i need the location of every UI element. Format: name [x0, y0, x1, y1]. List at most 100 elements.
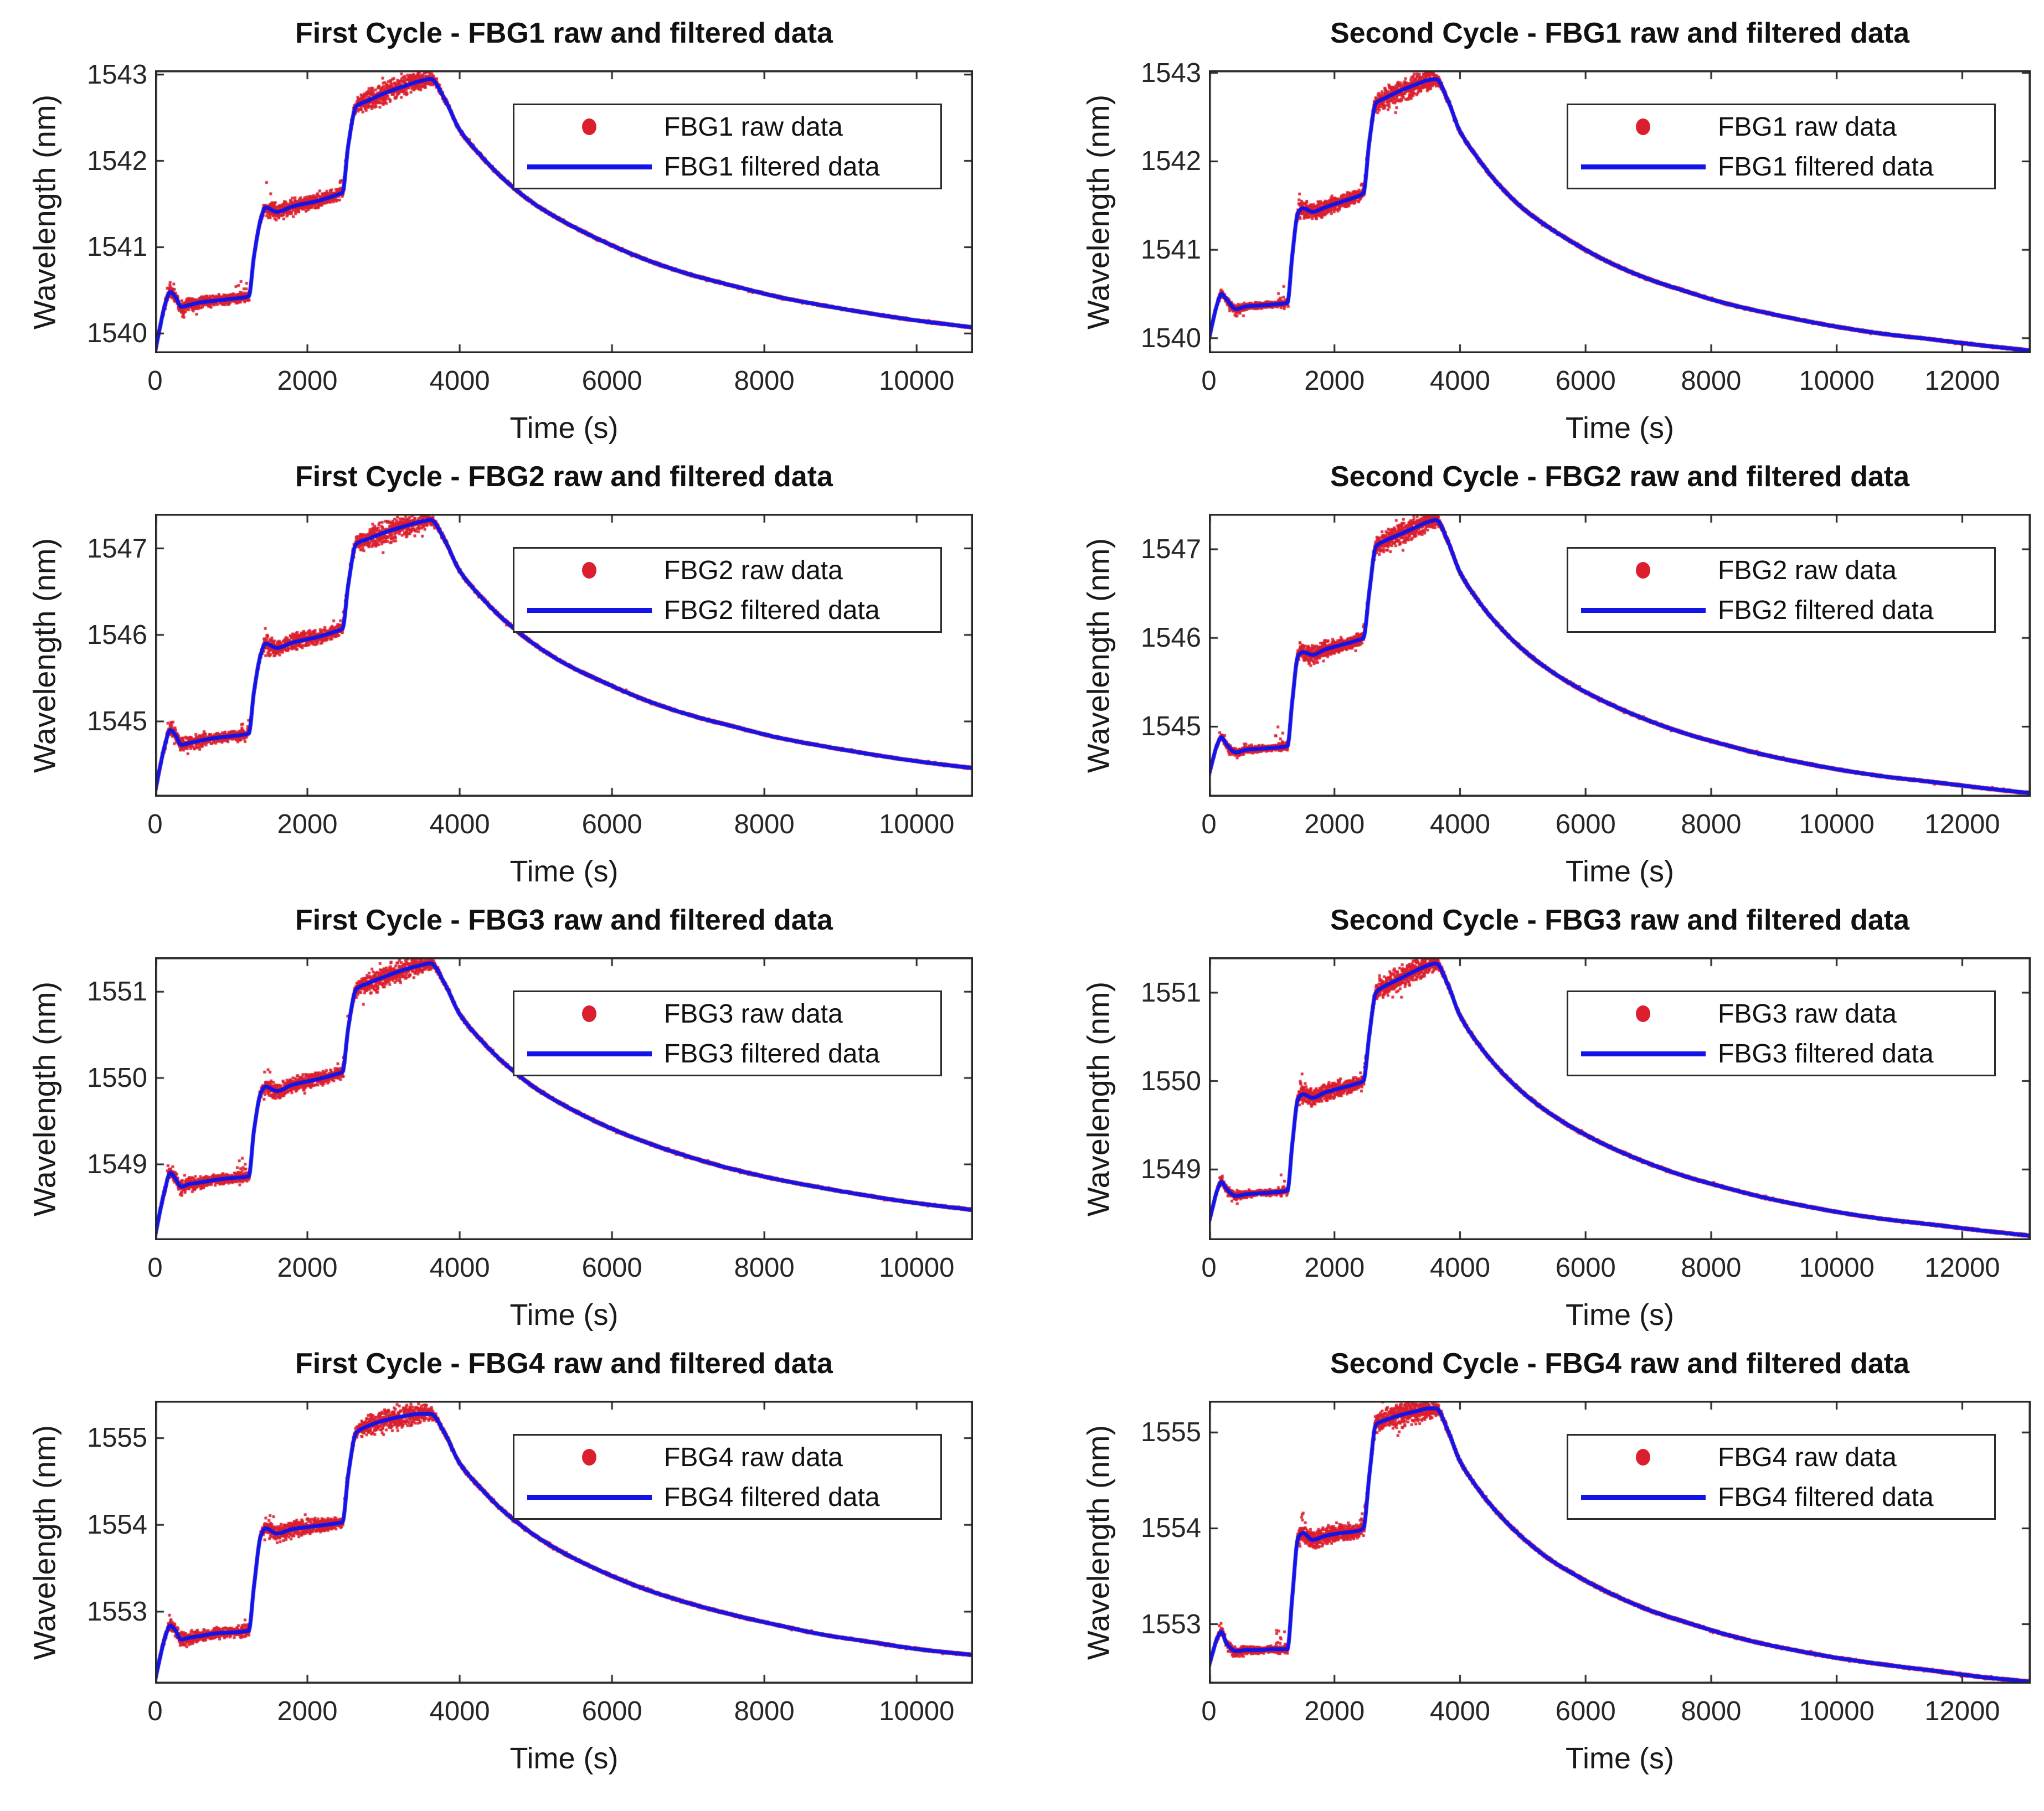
x-tick-label: 8000: [734, 366, 795, 396]
legend-item-filtered: FBG4 filtered data: [1568, 1479, 1994, 1515]
legend-filtered-label: FBG2 filtered data: [664, 595, 880, 625]
x-tick-label: 6000: [581, 1696, 642, 1726]
x-tick-label: 10000: [879, 1253, 955, 1283]
x-tick-label: 6000: [1555, 1696, 1616, 1726]
legend-filtered-label: FBG4 filtered data: [664, 1482, 880, 1512]
x-tick-label: 2000: [1304, 1696, 1365, 1726]
y-tick-label: 1543: [1140, 58, 1201, 88]
legend-raw-label: FBG3 raw data: [1718, 999, 1897, 1029]
y-tick-label: 1555: [86, 1423, 147, 1453]
legend-raw-label: FBG1 raw data: [664, 112, 843, 142]
legend-line-marker-icon: [1568, 164, 1718, 169]
raw-dot-icon: [1636, 562, 1650, 579]
legend-item-raw: FBG3 raw data: [1568, 995, 1994, 1032]
raw-dot-icon: [582, 118, 596, 135]
y-tick-label: 1554: [86, 1510, 147, 1540]
x-tick-label: 0: [1201, 1253, 1217, 1283]
legend-line-marker-icon: [1568, 607, 1718, 613]
legend-item-filtered: FBG4 filtered data: [514, 1479, 940, 1515]
legend-item-filtered: FBG3 filtered data: [1568, 1035, 1994, 1072]
subplot-second-fbg4: Second Cycle - FBG4 raw and filtered dat…: [1022, 1330, 2044, 1775]
legend-item-filtered: FBG2 filtered data: [514, 592, 940, 628]
x-tick-label: 4000: [1429, 1253, 1490, 1283]
x-tick-label: 6000: [1555, 809, 1616, 839]
y-axis-label: Wavelength (nm): [27, 538, 62, 773]
x-tick-label: 8000: [1681, 1696, 1742, 1726]
legend-raw-marker-icon: [514, 1005, 664, 1022]
y-tick-label: 1543: [86, 59, 147, 90]
y-tick-label: 1545: [86, 706, 147, 737]
legend: FBG4 raw data FBG4 filtered data: [1567, 1434, 1996, 1520]
filtered-line-icon: [527, 164, 652, 169]
y-tick-label: 1546: [1140, 623, 1201, 653]
x-tick-label: 6000: [581, 366, 642, 396]
y-axis-label: Wavelength (nm): [27, 94, 62, 329]
x-axis-label: Time (s): [1566, 1742, 1674, 1775]
x-tick-label: 8000: [734, 1696, 795, 1726]
legend-item-raw: FBG1 raw data: [514, 109, 940, 145]
legend: FBG3 raw data FBG3 filtered data: [1567, 990, 1996, 1076]
y-tick-label: 1545: [1140, 711, 1201, 742]
x-tick-label: 12000: [1924, 1253, 2000, 1283]
legend-item-filtered: FBG1 filtered data: [1568, 148, 1994, 185]
x-tick-label: 10000: [1799, 366, 1875, 396]
x-tick-label: 4000: [1429, 809, 1490, 839]
y-tick-label: 1541: [86, 232, 147, 262]
y-tick-label: 1553: [86, 1596, 147, 1627]
x-axis-label: Time (s): [509, 411, 619, 445]
y-tick-label: 1546: [86, 620, 147, 650]
x-tick-label: 2000: [1304, 809, 1365, 839]
legend-item-raw: FBG4 raw data: [1568, 1439, 1994, 1475]
legend-line-marker-icon: [1568, 1494, 1718, 1500]
legend-item-raw: FBG2 raw data: [514, 552, 940, 589]
raw-dot-icon: [1636, 118, 1650, 135]
x-tick-label: 10000: [879, 1696, 955, 1726]
y-tick-label: 1551: [86, 977, 147, 1007]
plot-title: Second Cycle - FBG1 raw and filtered dat…: [1330, 17, 1910, 49]
legend-line-marker-icon: [514, 164, 664, 169]
plot-title: First Cycle - FBG3 raw and filtered data: [295, 904, 833, 936]
y-tick-label: 1550: [86, 1063, 147, 1093]
x-tick-label: 10000: [1799, 809, 1875, 839]
subplot-first-fbg4: First Cycle - FBG4 raw and filtered data…: [0, 1330, 1022, 1775]
filtered-line-icon: [1580, 607, 1706, 613]
legend-raw-marker-icon: [514, 118, 664, 135]
y-tick-label: 1553: [1140, 1609, 1201, 1639]
legend-filtered-label: FBG1 filtered data: [1718, 152, 1934, 182]
legend-filtered-label: FBG4 filtered data: [1718, 1482, 1934, 1512]
plot-title: First Cycle - FBG1 raw and filtered data: [295, 17, 833, 49]
x-axis-label: Time (s): [1566, 1298, 1674, 1332]
x-tick-label: 0: [1201, 366, 1217, 396]
subplot-second-fbg2: Second Cycle - FBG2 raw and filtered dat…: [1022, 443, 2044, 888]
filtered-line-icon: [527, 607, 652, 613]
filtered-line-icon: [1580, 1051, 1706, 1056]
legend: FBG4 raw data FBG4 filtered data: [513, 1434, 942, 1520]
legend-raw-marker-icon: [1568, 1005, 1718, 1022]
x-tick-label: 4000: [1429, 366, 1490, 396]
legend-filtered-label: FBG2 filtered data: [1718, 595, 1934, 625]
x-tick-label: 2000: [277, 1253, 338, 1283]
y-tick-label: 1541: [1140, 235, 1201, 265]
raw-dot-icon: [582, 562, 596, 579]
y-tick-label: 1555: [1140, 1417, 1201, 1448]
y-tick-label: 1554: [1140, 1513, 1201, 1544]
legend-raw-marker-icon: [514, 1449, 664, 1466]
y-tick-label: 1540: [1140, 323, 1201, 353]
x-tick-label: 4000: [429, 1696, 490, 1726]
legend-line-marker-icon: [1568, 1051, 1718, 1056]
y-tick-label: 1542: [86, 146, 147, 176]
legend-item-filtered: FBG1 filtered data: [514, 148, 940, 185]
x-tick-label: 4000: [429, 1253, 490, 1283]
filtered-line-icon: [1580, 1494, 1706, 1500]
raw-dot-icon: [582, 1005, 596, 1022]
legend: FBG1 raw data FBG1 filtered data: [1567, 104, 1996, 189]
plot-title: Second Cycle - FBG2 raw and filtered dat…: [1330, 461, 1910, 493]
x-tick-label: 10000: [1799, 1253, 1875, 1283]
x-tick-label: 6000: [1555, 1253, 1616, 1283]
legend: FBG2 raw data FBG2 filtered data: [1567, 547, 1996, 633]
subplot-second-fbg3: Second Cycle - FBG3 raw and filtered dat…: [1022, 887, 2044, 1332]
x-tick-label: 12000: [1924, 366, 2000, 396]
filtered-line-icon: [527, 1494, 652, 1500]
y-tick-label: 1551: [1140, 977, 1201, 1008]
raw-dot-icon: [582, 1449, 596, 1466]
